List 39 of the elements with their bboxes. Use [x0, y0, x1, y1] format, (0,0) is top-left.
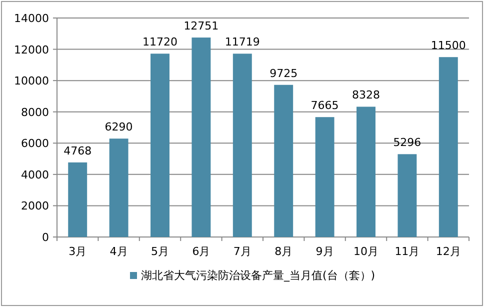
bar [68, 162, 88, 237]
y-tick-label: 8000 [21, 106, 49, 119]
x-tick-label: 10月 [354, 245, 378, 258]
bar [232, 54, 252, 237]
data-label: 7665 [310, 99, 339, 112]
y-tick-label: 0 [42, 231, 49, 244]
data-label: 6290 [104, 120, 133, 134]
bar [398, 154, 417, 237]
bar [192, 38, 211, 237]
x-tick-label: 9月 [316, 245, 334, 258]
y-tick-label: 10000 [14, 74, 49, 88]
data-label: 5296 [393, 136, 422, 150]
bar [356, 106, 376, 237]
bar [438, 57, 458, 237]
data-label: 9725 [270, 66, 298, 80]
bar [109, 138, 128, 237]
data-label: 8328 [352, 88, 380, 102]
data-label: 4768 [64, 144, 92, 158]
data-label: 12751 [184, 20, 219, 33]
x-tick-label: 11月 [394, 245, 420, 258]
x-tick-label: 12月 [436, 245, 461, 258]
y-tick-label: 14000 [14, 12, 49, 25]
data-label: 11500 [430, 39, 466, 52]
bar [150, 54, 170, 237]
x-tick-label: 3月 [68, 245, 87, 258]
y-tick-label: 12000 [14, 43, 49, 56]
bar [315, 117, 334, 237]
x-tick-label: 5月 [151, 245, 169, 258]
y-tick-label: 6000 [21, 137, 49, 150]
x-tick-label: 6月 [192, 245, 210, 258]
y-tick-label: 4000 [21, 168, 49, 182]
y-tick-label: 2000 [21, 200, 49, 213]
x-tick-label: 7月 [233, 245, 252, 258]
x-tick-label: 4月 [110, 245, 128, 258]
x-tick-label: 8月 [274, 245, 293, 258]
legend-label: 湖北省大气污染防治设备产量_当月值(台（套）) [141, 269, 376, 282]
bar [274, 84, 294, 237]
data-label: 11720 [142, 36, 178, 49]
data-label: 11719 [224, 36, 260, 49]
